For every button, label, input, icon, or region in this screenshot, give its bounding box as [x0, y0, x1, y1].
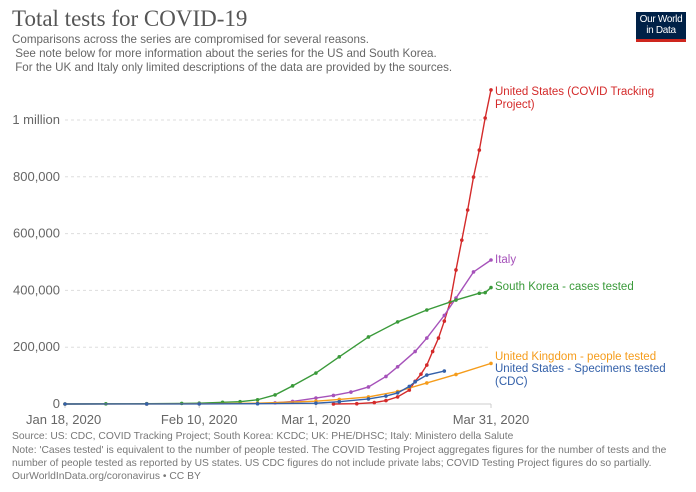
data-point — [407, 388, 412, 392]
data-point — [314, 401, 318, 405]
series-label: Italy — [495, 254, 516, 266]
data-point — [314, 396, 318, 400]
series-4: United States - Specimens tested(CDC) — [63, 363, 666, 406]
series-label: South Korea - cases tested — [495, 281, 634, 293]
series-2: South Korea - cases tested — [63, 281, 634, 406]
series-label: United Kingdom - people tested — [495, 351, 656, 363]
data-point — [255, 397, 260, 402]
data-point — [489, 258, 493, 262]
data-point — [384, 394, 388, 398]
y-tick-label: 600,000 — [13, 226, 60, 241]
data-point — [454, 372, 458, 377]
data-point — [337, 355, 342, 359]
data-point — [489, 285, 493, 290]
data-point — [144, 402, 149, 406]
data-point — [465, 208, 470, 212]
data-point — [483, 290, 487, 295]
data-point — [395, 364, 400, 369]
data-point — [425, 308, 429, 312]
subtitle-line-1: Comparisons across the series are compro… — [12, 33, 369, 46]
data-point — [419, 372, 423, 376]
data-point — [331, 393, 336, 398]
data-point — [354, 401, 359, 406]
data-point — [366, 397, 371, 401]
y-tick-label: 400,000 — [13, 282, 60, 297]
data-point — [290, 384, 295, 388]
data-point — [442, 369, 447, 373]
data-point — [489, 361, 493, 366]
series-line — [64, 287, 492, 405]
data-point — [425, 336, 429, 340]
data-point — [413, 349, 417, 354]
data-point — [425, 363, 429, 367]
data-point — [471, 175, 476, 179]
data-point — [349, 390, 353, 394]
data-point — [384, 398, 388, 403]
series-label: (CDC) — [495, 376, 528, 388]
data-point — [442, 313, 447, 318]
data-point — [63, 402, 67, 406]
y-tick-label: 0 — [53, 396, 60, 411]
data-point — [395, 395, 400, 399]
data-point — [366, 335, 371, 339]
y-tick-label: 800,000 — [13, 169, 60, 184]
data-point — [483, 116, 487, 120]
data-point — [477, 291, 482, 296]
y-tick-label: 200,000 — [13, 339, 60, 354]
data-point — [454, 298, 458, 302]
series-3: United Kingdom - people tested — [63, 351, 656, 406]
y-tick-label: 1 million — [12, 112, 60, 127]
data-point — [425, 381, 429, 385]
data-point — [337, 399, 342, 404]
chart-title: Total tests for COVID-19 — [12, 6, 248, 31]
x-tick-label: Mar 31, 2020 — [453, 412, 530, 427]
data-point — [395, 391, 400, 395]
series-label: Project) — [495, 99, 535, 111]
data-point — [425, 373, 429, 377]
data-point — [454, 268, 458, 272]
data-point — [395, 320, 400, 324]
credit-link[interactable]: OurWorldInData.org/coronavirus • CC BY — [12, 471, 201, 482]
subtitle-line-2: See note below for more information abou… — [12, 47, 437, 60]
data-point — [366, 385, 371, 389]
owid-logo[interactable]: Our World in Data — [636, 12, 686, 42]
data-point — [471, 270, 476, 274]
data-point — [197, 402, 202, 406]
data-point — [413, 380, 417, 384]
data-point — [442, 319, 447, 323]
data-point — [489, 88, 493, 92]
data-point — [477, 148, 482, 152]
series-label: United States (COVID Tracking — [495, 86, 654, 98]
data-point — [314, 371, 318, 375]
source-note: Source: US: CDC, COVID Tracking Project;… — [12, 431, 514, 442]
note-line-1: Note: 'Cases tested' is equivalent to th… — [12, 445, 667, 456]
series-line — [275, 259, 492, 404]
x-tick-label: Jan 18, 2020 — [26, 412, 101, 427]
x-tick-label: Mar 1, 2020 — [281, 412, 350, 427]
x-tick-label: Feb 10, 2020 — [161, 412, 238, 427]
data-point — [460, 238, 464, 242]
series-line — [333, 89, 492, 405]
data-point — [384, 374, 388, 379]
subtitle-line-3: For the UK and Italy only limited descri… — [12, 61, 453, 74]
data-point — [436, 336, 441, 340]
data-point — [430, 349, 435, 354]
data-point — [372, 400, 377, 405]
data-point — [407, 384, 412, 389]
chart-area: 0 200,000 400,000 600,000 800,000 1 million J… — [12, 86, 666, 427]
data-point — [331, 402, 336, 406]
note-line-2: number of people tested as reported by U… — [12, 458, 652, 469]
series-label: United States - Specimens tested — [495, 363, 666, 375]
data-point — [255, 401, 260, 406]
data-point — [273, 393, 277, 397]
series-1: Italy — [273, 254, 516, 405]
